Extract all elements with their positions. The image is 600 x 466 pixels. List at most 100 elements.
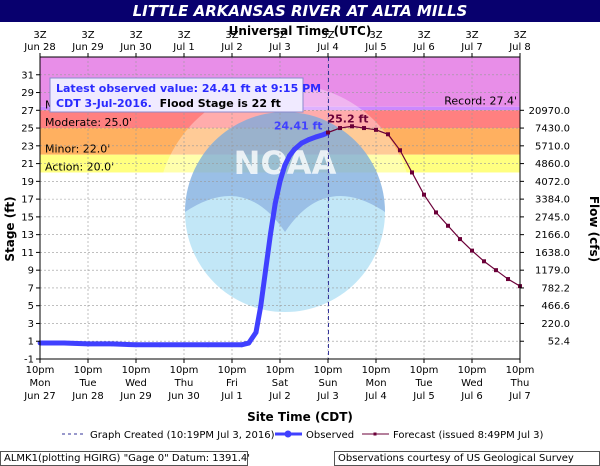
observed-point	[61, 340, 67, 346]
data-source: Observations courtesy of US Geological S…	[334, 451, 600, 466]
utc-tick-time: 3Z	[321, 30, 334, 41]
forecast-point	[506, 277, 510, 282]
utc-tick-time: 3Z	[33, 30, 46, 41]
stage-tick-label: 11	[21, 248, 34, 259]
flow-tick-label: 782.2	[541, 283, 570, 294]
cdt-tick-time: 10pm	[266, 365, 295, 376]
right-axis-title: Flow (cfs)	[587, 196, 600, 262]
observed-point	[287, 153, 292, 158]
stage-tick-label: 17	[21, 195, 34, 206]
cdt-tick-time: 10pm	[314, 365, 343, 376]
stage-tick-label: 31	[21, 70, 34, 81]
info-line-2: CDT 3-Jul-2016. Flood Stage is 22 ft	[56, 97, 281, 110]
cdt-tick-date: Jul 5	[412, 391, 435, 402]
stage-tick-label: 13	[21, 230, 34, 241]
stage-tick-label: 23	[21, 141, 34, 152]
legend-forecast-marker	[373, 432, 377, 436]
forecast-point	[422, 192, 426, 197]
info-flood-stage: Flood Stage is 22 ft	[160, 97, 281, 110]
data-series: 24.41 ft 25.2 ft	[37, 112, 522, 348]
observed-point	[181, 342, 187, 348]
cdt-tick-day: Mon	[29, 378, 50, 389]
cdt-tick-day: Sun	[318, 378, 337, 389]
datum-info: ALMK1(plotting HGIRG) "Gage 0" Datum: 13…	[0, 451, 250, 466]
left-axis-title: Stage (ft)	[3, 196, 17, 261]
cdt-tick-time: 10pm	[26, 365, 55, 376]
utc-tick-date: Jul 7	[460, 42, 483, 53]
observed-point	[229, 342, 235, 348]
utc-tick-time: 3Z	[225, 30, 238, 41]
observed-point	[85, 341, 91, 347]
flow-tick-label: 7430.0	[535, 124, 570, 135]
stage-tick-label: -1	[24, 355, 34, 366]
utc-tick-date: Jul 1	[172, 42, 195, 53]
cdt-tick-time: 10pm	[218, 365, 247, 376]
stage-tick-label: 29	[21, 88, 34, 99]
info-date: CDT 3-Jul-2016.	[56, 97, 152, 110]
legend-observed-marker	[284, 430, 292, 438]
footer: ALMK1(plotting HGIRG) "Gage 0" Datum: 13…	[0, 451, 600, 466]
info-line-1: Latest observed value: 24.41 ft at 9:15 …	[56, 82, 321, 95]
utc-tick-date: Jun 29	[71, 42, 104, 53]
observed-point	[313, 134, 319, 140]
forecast-point	[326, 130, 330, 135]
axes	[36, 53, 524, 363]
observed-value-label: 24.41 ft	[274, 119, 323, 132]
legend-observed: Observed	[306, 430, 354, 441]
cdt-tick-time: 10pm	[362, 365, 391, 376]
flow-tick-label: 4072.0	[535, 177, 570, 188]
flow-tick-label: 2745.0	[535, 212, 570, 223]
utc-tick-time: 3Z	[417, 30, 430, 41]
observed-point	[109, 341, 115, 347]
stage-tick-label: 15	[21, 212, 34, 223]
cdt-tick-date: Jul 7	[508, 391, 531, 402]
cdt-tick-time: 10pm	[458, 365, 487, 376]
cdt-tick-day: Fri	[226, 378, 238, 389]
cdt-tick-day: Wed	[461, 378, 483, 389]
forecast-point	[374, 127, 378, 132]
stage-tick-label: 21	[21, 159, 34, 170]
stage-tick-label: 1	[28, 337, 34, 348]
band-label-moderate: Moderate: 25.0'	[45, 116, 132, 129]
hydrograph-chart: Record: 27.4'Major: 27.0'Moderate: 25.0'…	[3, 24, 600, 441]
flow-tick-label: 220.0	[541, 319, 570, 330]
cdt-tick-day: Mon	[365, 378, 386, 389]
cdt-tick-time: 10pm	[410, 365, 439, 376]
forecast-point	[338, 126, 342, 131]
cdt-tick-date: Jul 1	[220, 391, 243, 402]
observed-point	[299, 140, 304, 146]
forecast-point	[458, 237, 462, 242]
observed-point	[258, 303, 264, 309]
utc-tick-time: 3Z	[129, 30, 142, 41]
forecast-point	[482, 259, 486, 264]
utc-tick-date: Jul 8	[508, 42, 531, 53]
cdt-tick-date: Jun 28	[71, 391, 104, 402]
forecast-point	[410, 170, 414, 175]
flow-tick-label: 2166.0	[535, 230, 570, 241]
band-label-minor: Minor: 22.0'	[45, 143, 110, 156]
forecast-point	[470, 248, 474, 253]
cdt-tick-date: Jul 6	[460, 391, 483, 402]
observed-point	[239, 342, 245, 348]
utc-tick-date: Jul 3	[268, 42, 291, 53]
utc-tick-date: Jul 2	[220, 42, 243, 53]
utc-tick-date: Jul 5	[364, 42, 387, 53]
legend-graph-created: Graph Created (10:19PM Jul 3, 2016)	[90, 430, 275, 441]
flow-tick-label: 466.6	[541, 301, 570, 312]
cdt-tick-time: 10pm	[122, 365, 151, 376]
cdt-tick-day: Tue	[78, 378, 96, 389]
observed-point	[246, 340, 252, 346]
utc-tick-time: 3Z	[81, 30, 94, 41]
legend: Graph Created (10:19PM Jul 3, 2016) Obse…	[62, 430, 544, 441]
cdt-tick-time: 10pm	[506, 365, 535, 376]
cdt-tick-date: Jul 3	[316, 391, 339, 402]
observed-point	[268, 232, 273, 238]
watermark-sea	[185, 112, 385, 312]
utc-tick-time: 3Z	[273, 30, 286, 41]
utc-tick-date: Jun 28	[23, 42, 56, 53]
observed-point	[133, 342, 139, 348]
cdt-tick-day: Wed	[125, 378, 147, 389]
forecast-point	[446, 223, 450, 228]
stage-tick-label: 3	[28, 319, 34, 330]
cdt-tick-day: Tue	[414, 378, 432, 389]
